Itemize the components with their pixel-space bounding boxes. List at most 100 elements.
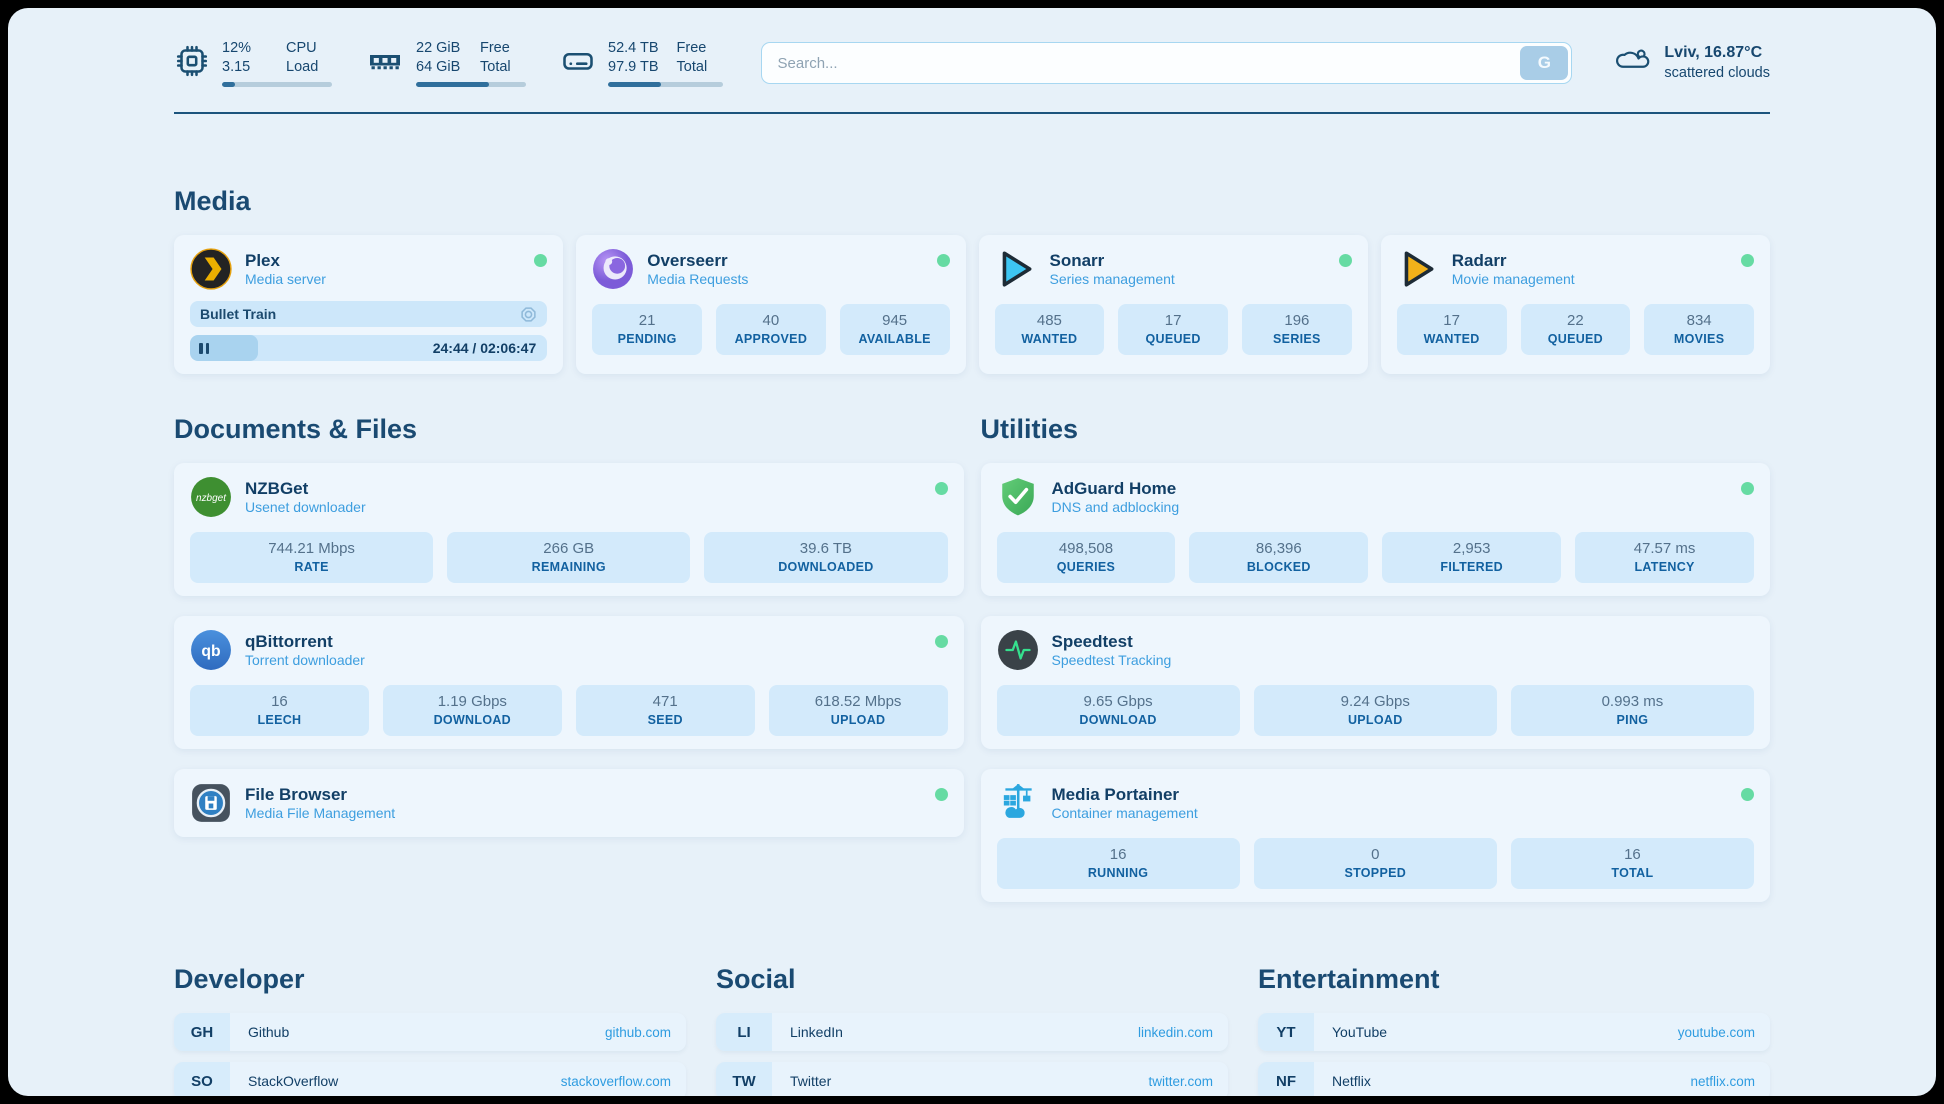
app-link-plex[interactable]: Plex Media server [190,248,548,290]
disk-widget: 52.4 TB 97.9 TB Free Total [560,39,723,87]
pause-icon [199,342,209,354]
app-card-plex: Plex Media server Bullet Train [174,235,564,374]
bookmark-github[interactable]: GH Github github.com [174,1013,686,1051]
search-input[interactable] [760,42,1573,84]
app-link-radarr[interactable]: Radarr Movie management [1397,248,1754,290]
playback-time: 24:44 / 02:06:47 [432,340,537,356]
stat-tile: 22 QUEUED [1520,304,1631,355]
stat-tile: 86,396 BLOCKED [1189,532,1369,583]
stats-row: 744.21 Mbps RATE 266 GB REMAINING 39.6 T… [190,532,948,583]
cloud-icon [1610,41,1652,86]
bookmark-name: Netflix [1332,1073,1371,1089]
status-online-dot [1741,788,1754,801]
app-title: NZBGet [245,478,309,498]
bookmark-url: youtube.com [1677,1024,1755,1040]
gear-icon[interactable] [520,306,537,323]
bookmark-url: netflix.com [1690,1073,1755,1089]
stats-row: 16 RUNNING 0 STOPPED 16 TOTAL [996,838,1754,889]
bookmark-twitter[interactable]: TW Twitter twitter.com [716,1062,1228,1096]
weather-widget: Lviv, 16.87°C scattered clouds [1610,41,1770,86]
ram-progress-bar [416,81,526,87]
now-playing-title: Bullet Train [200,306,277,322]
bookmark-youtube[interactable]: YT YouTube youtube.com [1258,1013,1770,1051]
stat-tile: 485 WANTED [994,304,1105,355]
bookmark-group-social: Social LI LinkedIn linkedin.com TW Twitt… [716,964,1228,1096]
app-card-qbittorrent: qb qBittorrent Torrent downloader [174,616,964,749]
app-link-overseerr[interactable]: Overseerr Media Requests [592,248,950,290]
stat-tile: 40 APPROVED [716,304,826,355]
stats-row: 485 WANTED 17 QUEUED 196 SERIES [994,304,1352,355]
app-title: qBittorrent [245,631,333,651]
plex-logo-icon [190,248,232,290]
stat-tile: 2,953 FILTERED [1382,532,1562,583]
ram-icon [366,43,404,84]
status-online-dot [936,254,950,267]
cpu-usage-label: CPU [286,40,317,57]
app-link-speedtest[interactable]: Speedtest Speedtest Tracking [997,629,1755,671]
status-online-dot [934,788,948,801]
stat-tile: 498,508 QUERIES [996,532,1176,583]
stat-tile: 266 GB REMAINING [447,532,691,583]
stat-tile: 744.21 Mbps RATE [190,532,434,583]
bookmark-netflix[interactable]: NF Netflix netflix.com [1258,1062,1770,1096]
playback-progress-bar: 24:44 / 02:06:47 [190,335,548,361]
stat-tile: 471 SEED [575,685,755,736]
app-link-nzbget[interactable]: nzbget NZBGet Usenet downloader [190,476,948,518]
ram-free-label: Free [480,40,510,57]
stat-tile: 17 WANTED [1396,304,1507,355]
bookmark-stackoverflow[interactable]: SO StackOverflow stackoverflow.com [174,1062,686,1096]
stat-tile: 834 MOVIES [1644,304,1754,355]
search-engine-button[interactable]: G [1520,46,1569,80]
stat-tile: 9.65 Gbps DOWNLOAD [996,685,1240,736]
speedtest-logo-icon [997,629,1039,671]
radarr-logo-icon [1397,248,1439,290]
app-subtitle: Media Requests [647,270,749,287]
app-subtitle: Media server [245,270,326,287]
ram-widget: 22 GiB 64 GiB Free Total [366,39,526,87]
bookmark-url: github.com [604,1024,671,1040]
app-title: File Browser [245,784,348,804]
status-online-dot [1338,254,1352,267]
now-playing-bar: Bullet Train [190,301,548,327]
stats-row: 498,508 QUERIES 86,396 BLOCKED 2,953 FIL… [996,532,1754,583]
ram-total-value: 64 GiB [416,59,461,75]
bookmark-url: stackoverflow.com [560,1073,671,1089]
stat-tile: 196 SERIES [1242,304,1352,355]
app-link-sonarr[interactable]: Sonarr Series management [995,248,1352,290]
ram-total-label: Total [480,59,511,75]
disk-free-value: 52.4 TB [608,40,659,57]
bookmark-name: Github [248,1024,290,1040]
stats-row: 16 LEECH 1.19 Gbps DOWNLOAD 471 SEED [190,685,948,736]
cpu-progress-bar [222,81,332,87]
adguard-logo-icon [997,476,1039,518]
svg-text:nzbget: nzbget [196,493,227,504]
app-subtitle: Torrent downloader [245,651,365,668]
disk-progress-bar [608,81,723,87]
stat-tile: 618.52 Mbps UPLOAD [768,685,948,736]
cpu-icon [174,43,210,84]
app-card-radarr: Radarr Movie management 17 WANTED 22 QUE… [1380,235,1770,374]
section-title-entertainment: Entertainment [1258,964,1440,994]
stats-row: 17 WANTED 22 QUEUED 834 MOVIES [1396,304,1754,355]
cpu-load-label: Load [286,59,319,75]
app-link-filebrowser[interactable]: File Browser Media File Management [190,782,948,824]
weather-condition: scattered clouds [1664,64,1770,81]
bookmark-abbr: LI [716,1013,772,1051]
cpu-usage-value: 12% [222,40,252,57]
stat-tile: 16 TOTAL [1510,838,1754,889]
app-link-portainer[interactable]: Media Portainer Container management [997,782,1754,824]
app-title: Overseerr [647,250,728,270]
app-title: Radarr [1451,250,1507,270]
cpu-load-value: 3.15 [222,59,251,75]
stat-tile: 16 RUNNING [996,838,1240,889]
app-card-portainer: Media Portainer Container management 16 … [980,769,1770,902]
stat-tile: 21 PENDING [592,304,702,355]
app-link-adguard[interactable]: AdGuard Home DNS and adblocking [997,476,1754,518]
bookmark-abbr: YT [1258,1013,1314,1051]
qbittorrent-logo-icon: qb [190,629,232,671]
search-bar: G [760,42,1573,84]
stats-row: 21 PENDING 40 APPROVED 945 AVAILABLE [592,304,950,355]
bookmark-abbr: TW [716,1062,772,1096]
bookmark-linkedin[interactable]: LI LinkedIn linkedin.com [716,1013,1228,1051]
app-link-qbittorrent[interactable]: qb qBittorrent Torrent downloader [190,629,948,671]
